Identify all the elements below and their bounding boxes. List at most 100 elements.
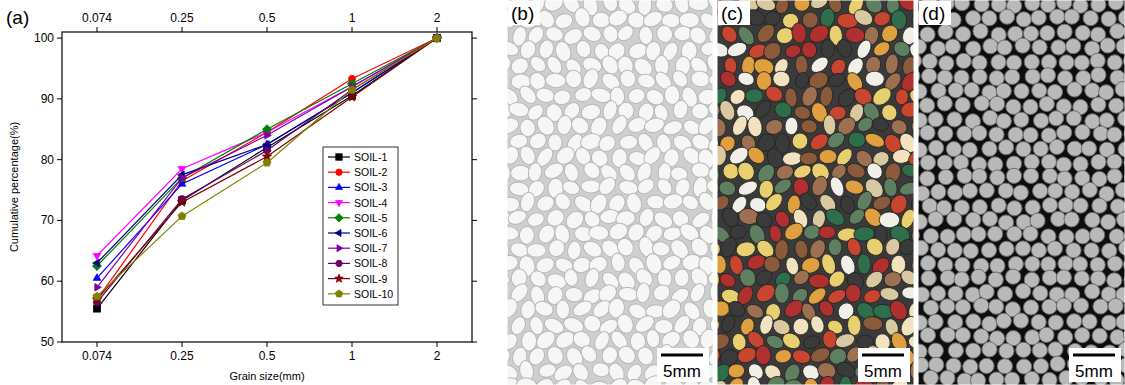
- pebble: [1033, 141, 1048, 156]
- pebble: [923, 228, 938, 243]
- pebble: [1092, 198, 1107, 213]
- pebble: [918, 344, 927, 359]
- legend: SOIL-1SOIL-2SOIL-3SOIL-4SOIL-5SOIL-6SOIL…: [323, 147, 398, 305]
- pebble: [1058, 198, 1073, 213]
- pebble: [803, 377, 820, 385]
- pebble: [1004, 372, 1019, 385]
- pebble: [979, 183, 994, 198]
- pebble: [922, 68, 937, 83]
- pebble: [591, 361, 611, 378]
- pebble: [957, 126, 972, 141]
- pebble: [972, 55, 987, 70]
- pebble: [1115, 81, 1125, 96]
- pebble: [900, 162, 914, 179]
- marker: [432, 34, 441, 43]
- legend-label: SOIL-10: [354, 288, 393, 300]
- scale-bar-label: 5mm: [864, 362, 902, 381]
- pebble: [991, 55, 1006, 70]
- pebble: [955, 257, 970, 272]
- pebble: [939, 56, 954, 71]
- legend-box: [323, 147, 398, 305]
- pebble: [899, 100, 914, 119]
- pebble: [1093, 126, 1108, 141]
- pebble: [1118, 10, 1125, 25]
- y-tick-label: 90: [41, 92, 55, 106]
- pebble: [1041, 154, 1056, 169]
- pebble: [795, 55, 809, 75]
- pebble: [564, 287, 583, 303]
- pebble: [963, 359, 978, 374]
- pebble: [938, 169, 953, 184]
- pebble: [572, 376, 594, 385]
- series-line: [97, 38, 437, 287]
- pebble: [1031, 243, 1046, 258]
- pebble: [1108, 298, 1123, 313]
- x-tick: [182, 342, 183, 347]
- legend-label: SOIL-9: [354, 273, 387, 285]
- pebble: [1066, 39, 1081, 54]
- pebble: [1090, 53, 1105, 68]
- y-tick-label: 50: [41, 335, 55, 349]
- pebble: [717, 255, 727, 275]
- pebble: [823, 206, 848, 229]
- marker: [265, 132, 272, 140]
- pebble: [819, 149, 837, 163]
- pebble: [792, 317, 810, 336]
- pebble: [974, 96, 989, 111]
- marker: [433, 34, 441, 42]
- pebble: [1042, 270, 1057, 285]
- plot-area: [92, 33, 441, 312]
- pebble: [964, 82, 979, 97]
- pebble: [920, 125, 935, 140]
- pebble: [826, 268, 848, 291]
- pebble: [727, 363, 745, 379]
- pebble: [583, 266, 602, 289]
- y-tick-right: [472, 220, 477, 221]
- pebble: [1039, 327, 1054, 342]
- pebble: [882, 177, 899, 198]
- pebble: [1016, 342, 1031, 357]
- pebble: [1073, 198, 1088, 213]
- pebble: [1040, 25, 1055, 40]
- pebble: [1083, 11, 1098, 26]
- marker: [434, 35, 441, 42]
- photo-background: [918, 0, 1125, 385]
- x-tick-label: 1: [349, 349, 356, 363]
- scale-bar-bg: [1069, 348, 1121, 382]
- pebble: [1117, 212, 1125, 227]
- photo-background: [717, 0, 914, 385]
- photo: [918, 0, 1125, 385]
- pebble: [983, 110, 998, 125]
- pebble: [1075, 25, 1090, 40]
- pebble: [863, 130, 887, 150]
- marker: [180, 174, 187, 182]
- pebble: [590, 381, 609, 385]
- pebble: [991, 198, 1006, 213]
- pebble: [956, 53, 971, 68]
- pebble: [862, 316, 884, 332]
- pebble: [897, 236, 914, 258]
- pebble: [717, 117, 727, 138]
- pebble: [920, 256, 935, 271]
- pebble: [857, 253, 872, 274]
- scale-bar-label: 5mm: [663, 362, 701, 381]
- pebble: [1042, 299, 1057, 314]
- pebble: [562, 161, 581, 183]
- pebble: [971, 269, 986, 284]
- pebble: [999, 140, 1014, 155]
- pebble: [1008, 127, 1023, 142]
- pebble: [1040, 68, 1055, 83]
- pebble: [1116, 314, 1125, 329]
- pebble: [957, 373, 972, 385]
- pebble: [821, 39, 835, 58]
- pebble: [1107, 273, 1122, 288]
- y-tick: [57, 38, 62, 39]
- x-tick-top: [352, 27, 353, 32]
- pebble: [1118, 111, 1125, 126]
- pebble: [1051, 211, 1066, 226]
- pebble: [507, 115, 521, 136]
- pebble: [911, 117, 914, 135]
- pebble: [937, 96, 952, 111]
- pebble: [800, 119, 818, 135]
- photo-label: (b): [511, 3, 534, 24]
